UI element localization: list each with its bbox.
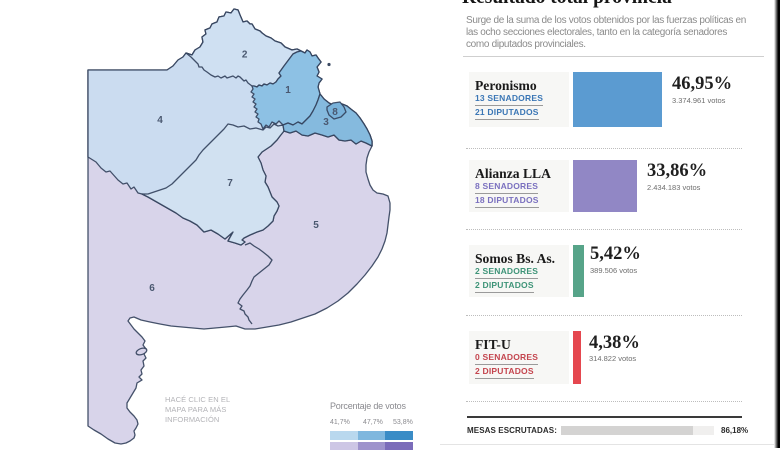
svg-text:1: 1 xyxy=(285,85,291,96)
svg-text:7: 7 xyxy=(227,178,233,189)
svg-text:2: 2 xyxy=(242,49,248,60)
svg-text:6: 6 xyxy=(149,283,155,294)
svg-text:3: 3 xyxy=(323,117,329,128)
svg-text:4: 4 xyxy=(157,115,163,126)
svg-text:8: 8 xyxy=(332,107,338,118)
svg-text:5: 5 xyxy=(313,220,319,231)
